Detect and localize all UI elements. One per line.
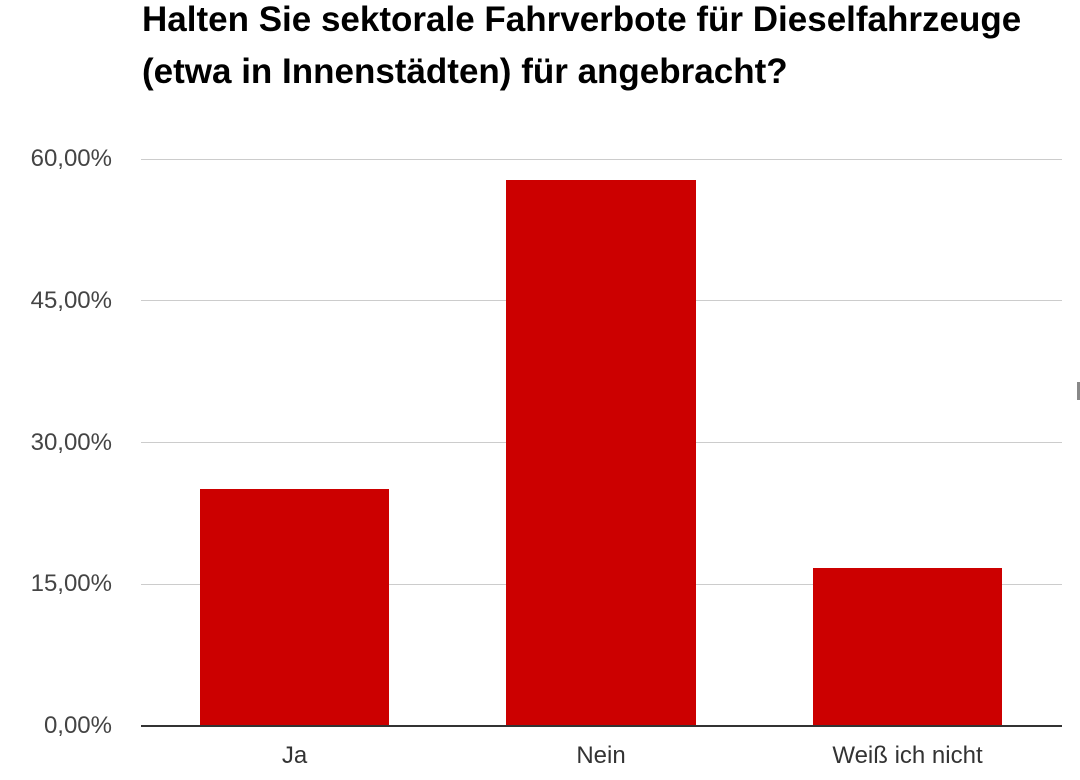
y-tick-15: 15,00% [30,570,112,597]
x-label-ja: Ja [281,742,308,769]
x-label-weiss-ich-nicht: Weiß ich nicht [832,742,983,769]
bar-weiss-ich-nicht[interactable] [813,568,1002,726]
clipped-legend-marker [1077,382,1080,400]
y-tick-0: 0,00% [43,712,112,739]
plot-area [141,159,1062,727]
y-tick-30: 30,00% [30,429,112,456]
bar-nein[interactable] [506,180,696,726]
x-label-nein: Nein [576,742,626,769]
y-tick-45: 45,00% [30,287,112,314]
y-tick-60: 60,00% [30,145,112,172]
bar-ja[interactable] [200,489,389,726]
gridline-60 [141,159,1062,160]
x-axis-baseline [141,725,1062,727]
chart-title: Halten Sie sektorale Fahrverbote für Die… [142,0,1022,91]
